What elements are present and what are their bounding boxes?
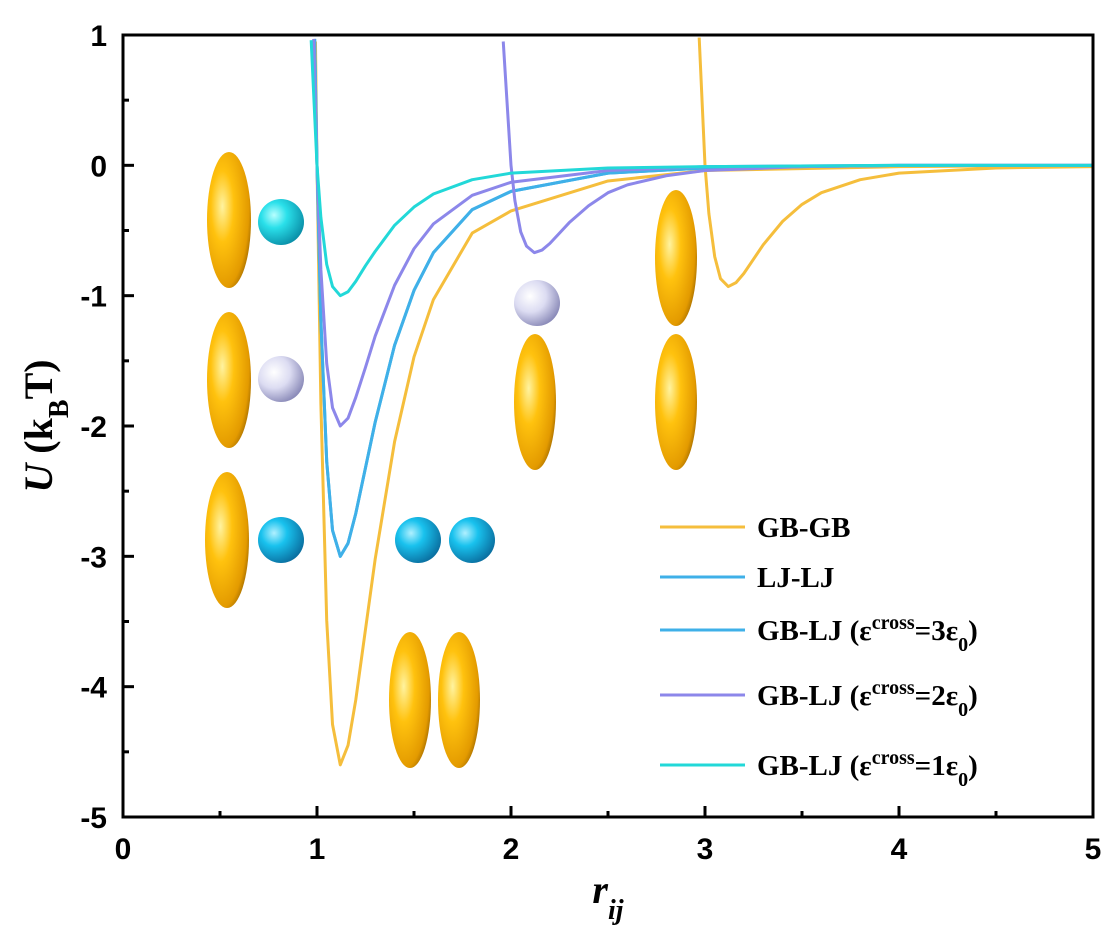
x-axis-label: rij <box>592 867 623 926</box>
legend-label: LJ-LJ <box>757 562 834 594</box>
ellipsoid <box>655 190 697 326</box>
legend-label: GB-LJ (εcross=2ε0) <box>757 677 978 721</box>
y-tick-label: 1 <box>90 20 107 53</box>
sphere <box>449 517 495 563</box>
legend-label: GB-GB <box>757 512 850 544</box>
y-tick-label: 0 <box>90 150 107 183</box>
ellipsoid <box>655 334 697 470</box>
legend-label-part: LJ-LJ <box>757 562 834 594</box>
x-tick-label: 5 <box>1085 833 1102 866</box>
ellipsoid <box>389 632 431 768</box>
x-tick-label: 3 <box>697 833 714 866</box>
x-tick-label: 2 <box>503 833 520 866</box>
ellipsoid <box>438 632 480 768</box>
legend-label-part: 0 <box>958 634 968 656</box>
ellipsoid <box>207 152 251 288</box>
legend-label: GB-LJ (εcross=1ε0) <box>757 747 978 791</box>
y-tick-label: -3 <box>80 541 107 574</box>
x-tick-label: 4 <box>891 833 908 866</box>
curves <box>309 37 1093 767</box>
series-line <box>312 38 1093 428</box>
legend-label-part: 0 <box>958 769 968 791</box>
y-tick-label: -5 <box>80 802 107 835</box>
y-axis-label-part: T) <box>16 359 61 399</box>
illustrations <box>205 152 697 768</box>
legend-label-part: 0 <box>958 699 968 721</box>
legend-label-part: cross <box>872 612 915 634</box>
y-tick-label: -2 <box>80 411 107 444</box>
legend-label-part: cross <box>872 747 915 769</box>
legend-label-part: GB-GB <box>757 512 850 544</box>
y-tick-label: -1 <box>80 281 107 314</box>
legend-label-part: GB-LJ (ε <box>757 680 872 712</box>
x-axis-label-part: ij <box>608 895 624 926</box>
legend-label-part: =3ε <box>915 615 958 647</box>
legend-label-part: ) <box>968 750 978 782</box>
series-line <box>501 41 1093 255</box>
y-axis-label-part: (k <box>16 417 61 463</box>
series-line <box>697 37 1093 289</box>
legend-label-part: GB-LJ (ε <box>757 615 872 647</box>
legend-label: GB-LJ (εcross=3ε0) <box>757 612 978 656</box>
y-tick-label: -4 <box>80 672 107 705</box>
series-line <box>309 40 1093 298</box>
legend-label-part: =2ε <box>915 680 958 712</box>
legend-label-part: =1ε <box>915 750 958 782</box>
series-line <box>313 41 1093 767</box>
sphere <box>258 199 304 245</box>
y-axis-label-part: B <box>44 399 75 418</box>
series-line <box>313 38 1093 558</box>
y-axis-label-part: U <box>16 462 61 493</box>
legend-label-part: cross <box>872 677 915 699</box>
ellipsoid <box>207 312 251 448</box>
legend-label-part: GB-LJ (ε <box>757 750 872 782</box>
ellipsoid <box>205 472 249 608</box>
legend-label-part: ) <box>968 615 978 647</box>
y-axis-label: U (kBT) <box>16 359 75 492</box>
sphere <box>258 356 304 402</box>
x-tick-label: 1 <box>309 833 326 866</box>
axes: -5 -4 -3 -2 -1 0 1 0 1 2 3 4 5 rij U (kBT) GB-GB LJ-LJ GB… <box>16 20 1101 926</box>
ellipsoid <box>514 334 556 470</box>
legend-label-part: ) <box>968 680 978 712</box>
sphere <box>395 517 441 563</box>
sphere <box>258 517 304 563</box>
x-tick-label: 0 <box>115 833 132 866</box>
x-axis-label-part: r <box>592 867 608 912</box>
sphere <box>514 280 560 326</box>
